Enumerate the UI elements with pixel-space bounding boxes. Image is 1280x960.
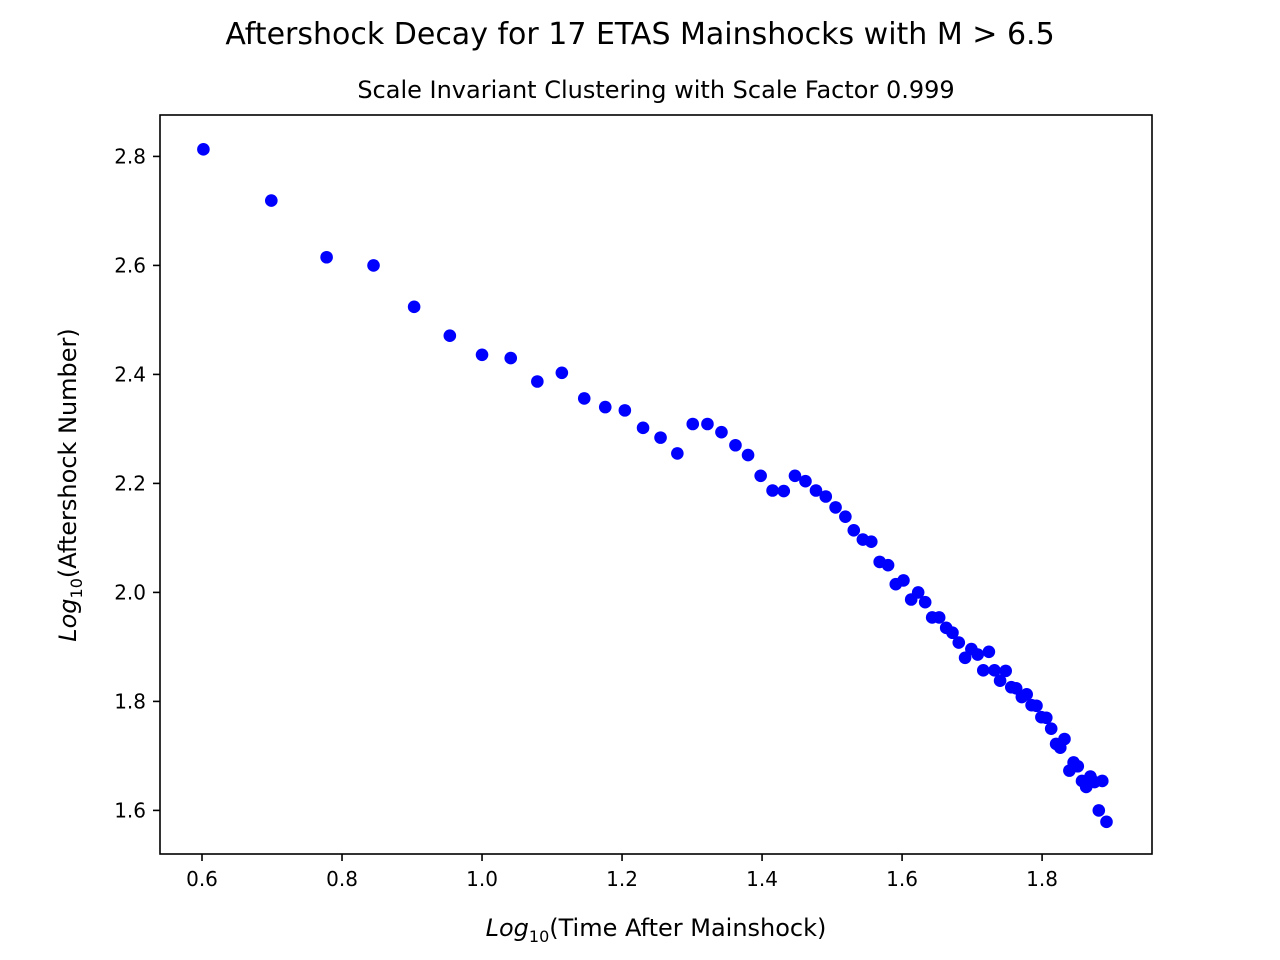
data-point — [741, 448, 755, 462]
data-point — [1030, 699, 1043, 713]
data-point — [897, 574, 910, 587]
plot-frame — [159, 114, 1153, 855]
data-point — [946, 626, 959, 640]
x-tick-label: 0.6 — [186, 867, 218, 891]
data-point — [809, 484, 823, 497]
data-point — [715, 425, 728, 439]
data-point — [829, 501, 842, 514]
y-tick-label: 2.6 — [114, 253, 146, 277]
data-point — [701, 417, 714, 431]
data-point — [1100, 815, 1113, 829]
data-point — [976, 664, 990, 677]
data-point — [788, 469, 802, 483]
data-point — [618, 404, 632, 417]
y-tick-label: 2.4 — [114, 362, 146, 386]
data-point — [671, 447, 684, 460]
x-tick-label: 0.8 — [326, 867, 358, 891]
data-point — [654, 431, 667, 444]
data-point — [367, 259, 380, 272]
y-tick-label: 2.8 — [114, 144, 146, 168]
y-tick-label: 1.6 — [114, 798, 146, 822]
data-point — [531, 375, 544, 388]
data-point — [864, 535, 878, 549]
data-point — [754, 469, 767, 483]
y-tick-label: 2.0 — [114, 580, 146, 604]
data-point — [729, 438, 742, 452]
x-tick-label: 1.8 — [1026, 867, 1058, 891]
x-axis-label-suffix: (Time After Mainshock) — [549, 914, 826, 942]
data-point — [686, 417, 700, 431]
chart-title: Aftershock Decay for 17 ETAS Mainshocks … — [225, 17, 1054, 52]
data-point — [1071, 759, 1085, 773]
data-point — [999, 664, 1012, 678]
data-point — [555, 366, 569, 380]
data-point — [1095, 774, 1109, 788]
data-point — [839, 510, 852, 523]
data-point — [1020, 688, 1033, 701]
data-point — [504, 351, 518, 365]
data-point — [982, 645, 996, 659]
x-axis-label: Log10(Time After Mainshock) — [486, 914, 827, 946]
data-point — [911, 586, 925, 599]
data-point — [819, 490, 833, 503]
data-point — [777, 484, 791, 498]
data-point — [952, 636, 966, 649]
y-tick-label: 1.8 — [114, 689, 146, 713]
x-tick-label: 1.6 — [886, 867, 918, 891]
data-point — [577, 392, 591, 405]
data-point — [598, 400, 612, 414]
data-point — [799, 474, 812, 488]
data-point — [881, 558, 895, 572]
x-axis-label-prefix: Log — [486, 914, 529, 942]
y-axis-label: Log10(Aftershock Number) — [54, 328, 86, 642]
y-axis-label-prefix: Log — [54, 598, 82, 641]
data-point — [1044, 722, 1058, 735]
chart-subtitle: Scale Invariant Clustering with Scale Fa… — [357, 76, 954, 104]
data-point — [971, 648, 984, 661]
data-point — [443, 329, 457, 343]
data-points — [197, 143, 1113, 829]
data-point — [1058, 732, 1071, 746]
data-point — [1092, 804, 1106, 817]
x-tick-label: 1.0 — [466, 867, 498, 891]
data-point — [993, 674, 1007, 687]
data-point — [932, 611, 946, 624]
data-point — [847, 523, 861, 537]
axis-ticks: 0.6 0.8 1.0 1.2 1.4 1.6 1.8 1.6 1.8 2.0 2.2 2.4 2.6 2… — [114, 144, 1058, 891]
data-point — [265, 194, 278, 207]
data-point — [988, 664, 1001, 677]
y-tick-label: 2.2 — [114, 471, 146, 495]
data-point — [958, 651, 972, 665]
x-axis-label-subscript: 10 — [529, 927, 549, 946]
data-point — [918, 595, 932, 609]
data-point — [766, 484, 779, 497]
x-tick-label: 1.2 — [606, 867, 638, 891]
data-point — [197, 143, 210, 156]
data-point — [1039, 711, 1053, 725]
y-axis-label-suffix: (Aftershock Number) — [54, 328, 82, 578]
data-point — [320, 250, 333, 264]
data-point — [475, 348, 489, 362]
data-point — [636, 421, 650, 435]
x-tick-label: 1.4 — [746, 867, 778, 891]
data-point — [407, 300, 421, 314]
y-axis-label-subscript: 10 — [67, 578, 86, 598]
